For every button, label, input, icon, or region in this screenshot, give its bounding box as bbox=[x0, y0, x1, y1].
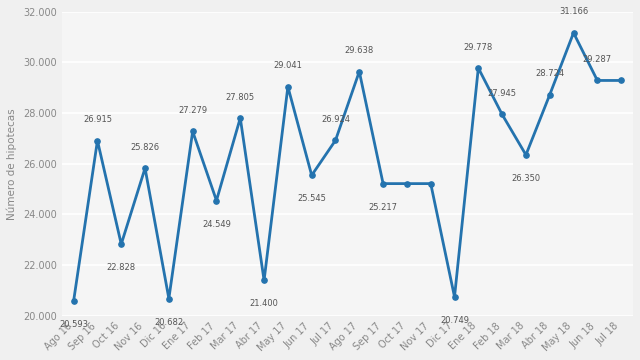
Text: 27.279: 27.279 bbox=[178, 106, 207, 115]
Text: 25.826: 25.826 bbox=[131, 143, 159, 152]
Text: 20.682: 20.682 bbox=[154, 318, 184, 327]
Text: 26.350: 26.350 bbox=[511, 174, 541, 183]
Text: 20.593: 20.593 bbox=[59, 320, 88, 329]
Text: 24.549: 24.549 bbox=[202, 220, 231, 229]
Text: 29.041: 29.041 bbox=[273, 61, 302, 70]
Text: 27.805: 27.805 bbox=[226, 93, 255, 102]
Text: 29.778: 29.778 bbox=[464, 42, 493, 51]
Text: 27.945: 27.945 bbox=[488, 89, 516, 98]
Text: 21.400: 21.400 bbox=[250, 300, 278, 309]
Text: 26.924: 26.924 bbox=[321, 115, 350, 124]
Y-axis label: Número de hipotecas: Número de hipotecas bbox=[7, 108, 17, 220]
Text: 22.828: 22.828 bbox=[107, 263, 136, 272]
Text: 28.724: 28.724 bbox=[535, 69, 564, 78]
Text: 31.166: 31.166 bbox=[559, 7, 588, 16]
Text: 20.749: 20.749 bbox=[440, 316, 469, 325]
Text: 25.545: 25.545 bbox=[297, 194, 326, 203]
Text: 25.217: 25.217 bbox=[369, 203, 397, 212]
Text: 26.915: 26.915 bbox=[83, 115, 112, 124]
Text: 29.638: 29.638 bbox=[345, 46, 374, 55]
Text: 29.287: 29.287 bbox=[583, 55, 612, 64]
